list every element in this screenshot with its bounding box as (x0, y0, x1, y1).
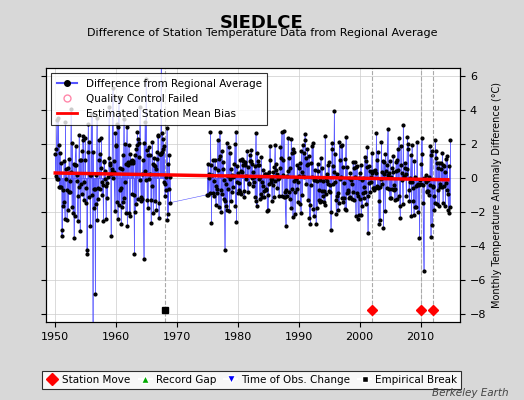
Text: Difference of Station Temperature Data from Regional Average: Difference of Station Temperature Data f… (87, 28, 437, 38)
Y-axis label: Monthly Temperature Anomaly Difference (°C): Monthly Temperature Anomaly Difference (… (492, 82, 502, 308)
Text: SIEDLCE: SIEDLCE (220, 14, 304, 32)
Legend: Difference from Regional Average, Quality Control Failed, Estimated Station Mean: Difference from Regional Average, Qualit… (51, 73, 267, 124)
Text: Berkeley Earth: Berkeley Earth (432, 388, 508, 398)
Legend: Station Move, Record Gap, Time of Obs. Change, Empirical Break: Station Move, Record Gap, Time of Obs. C… (41, 371, 462, 389)
